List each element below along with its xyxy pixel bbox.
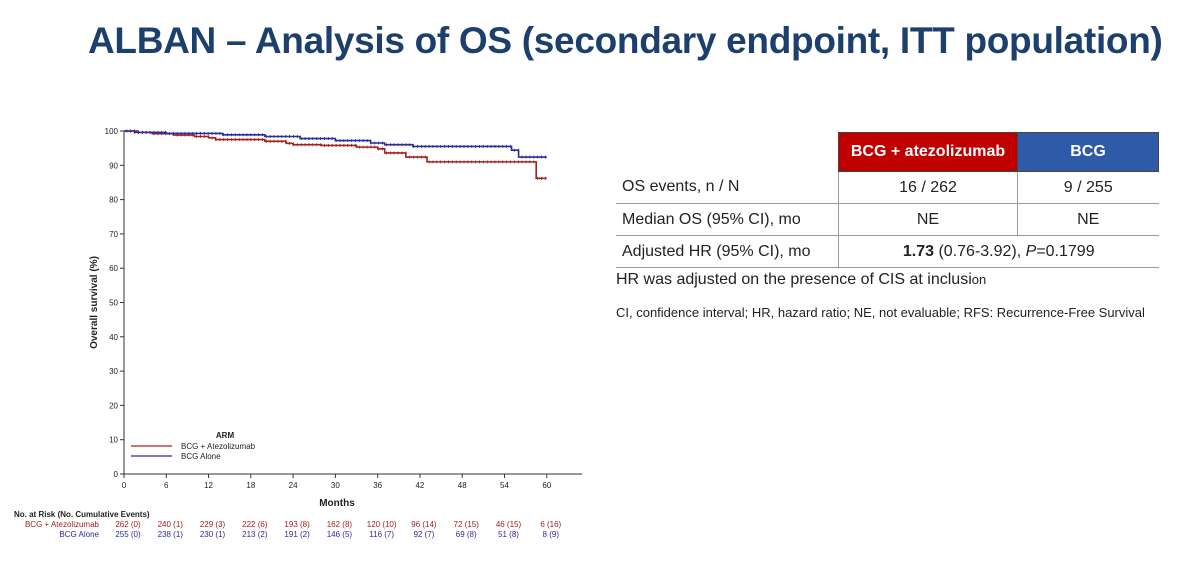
at-risk-value: 51 (8) xyxy=(498,530,519,539)
hr-p-label: P xyxy=(1025,242,1037,260)
x-tick-label: 42 xyxy=(415,481,424,490)
at-risk-value: 213 (2) xyxy=(242,530,268,539)
header-bcg: BCG xyxy=(1017,132,1159,172)
at-risk-value: 116 (7) xyxy=(369,530,394,539)
x-tick-label: 18 xyxy=(246,481,255,490)
at-risk-value: 240 (1) xyxy=(158,520,184,529)
x-tick-label: 0 xyxy=(122,481,127,490)
y-tick-label: 10 xyxy=(109,436,118,445)
at-risk-value: 72 (15) xyxy=(454,520,480,529)
x-tick-label: 36 xyxy=(373,481,382,490)
table-row: Adjusted HR (95% CI), mo 1.73 (0.76-3.92… xyxy=(616,235,1159,268)
hr-ci: (0.76-3.92), xyxy=(934,242,1026,260)
at-risk-value: 146 (5) xyxy=(327,530,353,539)
x-tick-label: 54 xyxy=(500,481,509,490)
at-risk-row-label: BCG + Atezolizumab xyxy=(25,520,100,529)
x-tick-label: 48 xyxy=(458,481,467,490)
at-risk-value: 191 (2) xyxy=(284,530,310,539)
y-tick-label: 80 xyxy=(109,196,118,205)
y-tick-label: 60 xyxy=(109,264,118,273)
y-tick-label: 70 xyxy=(109,230,118,239)
at-risk-value: 162 (8) xyxy=(327,520,353,529)
survival-curve xyxy=(124,130,547,158)
at-risk-value: 92 (7) xyxy=(413,530,434,539)
at-risk-value: 6 (16) xyxy=(540,520,561,529)
x-tick-label: 6 xyxy=(164,481,169,490)
y-tick-label: 50 xyxy=(109,299,118,308)
at-risk-value: 238 (1) xyxy=(158,530,184,539)
x-axis: 0 6 12 18 24 30 36 42 48 54 60 Months xyxy=(122,474,552,509)
at-risk-value: 120 (10) xyxy=(367,520,397,529)
legend-title: ARM xyxy=(216,431,235,440)
at-risk-value: 255 (0) xyxy=(115,530,141,539)
x-axis-title: Months xyxy=(319,498,355,509)
y-tick-label: 20 xyxy=(109,401,118,410)
adjustment-note: HR was adjusted on the presence of CIS a… xyxy=(616,271,986,289)
at-risk-table: No. at Risk (No. Cumulative Events)BCG +… xyxy=(14,510,562,539)
x-tick-label: 30 xyxy=(331,481,340,490)
y-tick-label: 0 xyxy=(114,470,119,479)
cell-hazard-ratio: 1.73 (0.76-3.92), P=0.1799 xyxy=(838,235,1159,268)
header-bcg-atezolizumab: BCG + atezolizumab xyxy=(838,132,1018,172)
adjustment-note-text: HR was adjusted on the presence of CIS a… xyxy=(616,271,972,288)
at-risk-value: 222 (6) xyxy=(242,520,268,529)
x-tick-label: 60 xyxy=(542,481,551,490)
results-table: BCG + atezolizumab BCG OS events, n / N … xyxy=(616,132,1159,268)
at-risk-value: 230 (1) xyxy=(200,530,226,539)
adjustment-note-tail: on xyxy=(971,272,987,287)
slide-title: ALBAN – Analysis of OS (secondary endpoi… xyxy=(88,20,1163,61)
row-label: Median OS (95% CI), mo xyxy=(616,203,839,236)
y-tick-label: 30 xyxy=(109,367,118,376)
abbreviations-note: CI, confidence interval; HR, hazard rati… xyxy=(616,305,1145,320)
at-risk-value: 46 (15) xyxy=(496,520,522,529)
at-risk-value: 229 (3) xyxy=(200,520,226,529)
at-risk-value: 69 (8) xyxy=(456,530,477,539)
table-row: Median OS (95% CI), mo NE NE xyxy=(616,203,1159,236)
cell-arm2: NE xyxy=(1017,203,1159,236)
y-axis: 0 10 20 30 40 50 60 70 80 90 100 Overall survival (… xyxy=(89,127,124,479)
at-risk-value: 8 (9) xyxy=(543,530,560,539)
table-header-row: BCG + atezolizumab BCG xyxy=(616,132,1159,172)
y-tick-label: 90 xyxy=(109,161,118,170)
table-header-blank xyxy=(616,133,839,172)
legend-label: BCG + Atezolizumab xyxy=(181,442,256,451)
y-tick-label: 40 xyxy=(109,333,118,342)
cell-arm1: NE xyxy=(838,203,1018,236)
at-risk-header: No. at Risk (No. Cumulative Events) xyxy=(14,510,150,519)
y-axis-title: Overall survival (%) xyxy=(89,256,100,349)
legend-label: BCG Alone xyxy=(181,452,221,461)
hr-value: 1.73 xyxy=(902,242,935,260)
table-row: OS events, n / N 16 / 262 9 / 255 xyxy=(616,171,1159,204)
plot-frame xyxy=(123,131,582,475)
x-tick-label: 24 xyxy=(289,481,298,490)
x-tick-label: 12 xyxy=(204,481,213,490)
at-risk-value: 96 (14) xyxy=(411,520,437,529)
row-label: OS events, n / N xyxy=(616,171,839,204)
cell-arm1: 16 / 262 xyxy=(838,171,1018,204)
y-tick-label: 100 xyxy=(105,127,119,136)
at-risk-value: 262 (0) xyxy=(115,520,141,529)
row-label: Adjusted HR (95% CI), mo xyxy=(616,235,839,268)
survival-curves xyxy=(124,129,547,180)
at-risk-value: 193 (8) xyxy=(284,520,310,529)
at-risk-row-label: BCG Alone xyxy=(59,530,99,539)
hr-p-value: =0.1799 xyxy=(1036,242,1095,260)
cell-arm2: 9 / 255 xyxy=(1017,171,1159,204)
